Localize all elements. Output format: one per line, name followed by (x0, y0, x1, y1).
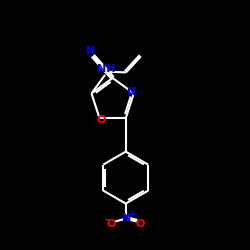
Text: O: O (97, 114, 106, 124)
Text: +: + (128, 210, 135, 219)
Text: NH: NH (97, 64, 116, 74)
Text: N: N (86, 46, 96, 56)
Text: N: N (122, 213, 131, 223)
Text: O: O (136, 219, 145, 229)
Text: O: O (106, 219, 116, 229)
Text: N: N (127, 87, 136, 97)
Text: -: - (104, 215, 108, 225)
